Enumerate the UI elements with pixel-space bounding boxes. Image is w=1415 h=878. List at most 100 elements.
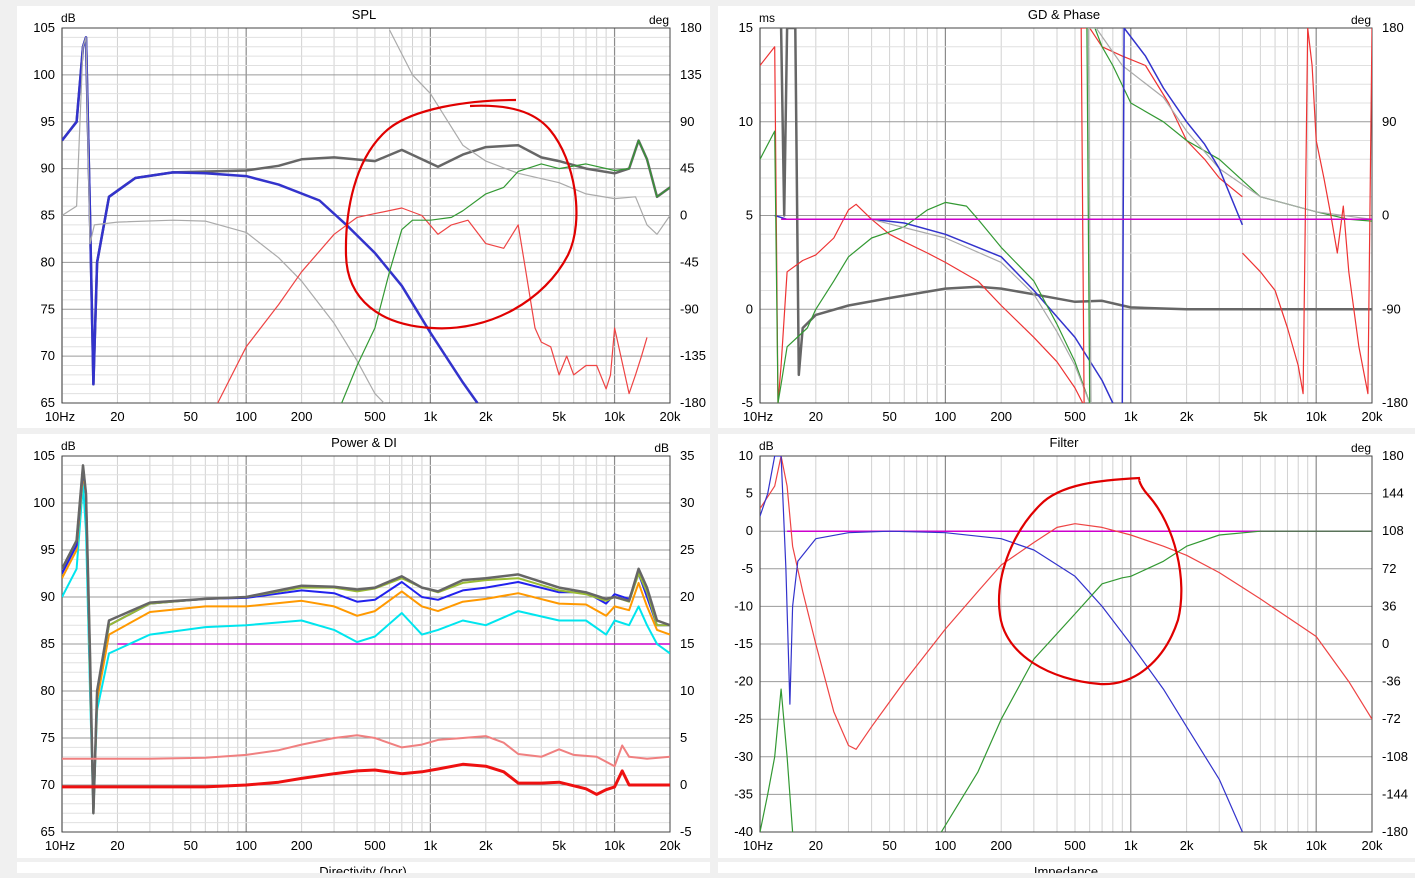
spl-left-tick-label: 65	[41, 395, 55, 410]
power-left-tick-label: 80	[41, 683, 55, 698]
power-left-tick-label: 65	[41, 824, 55, 839]
filter-left-tick-label: 5	[746, 486, 753, 501]
gd-x-tick-label: 200	[990, 409, 1012, 424]
power-right-tick-label: 15	[680, 636, 694, 651]
power-left-tick-label: 85	[41, 636, 55, 651]
filter-right-tick-label: 72	[1382, 561, 1396, 576]
gd-chart-title: GD & Phase	[1028, 7, 1100, 22]
spl-right-tick-label: 135	[680, 67, 702, 82]
gd-x-tick-label: 10Hz	[743, 409, 773, 424]
gd-series-line-7	[1087, 28, 1372, 403]
power-x-tick-label: 2k	[479, 838, 493, 853]
power-left-tick-label: 95	[41, 542, 55, 557]
spl-left-tick-label: 85	[41, 208, 55, 223]
power-x-tick-label: 10Hz	[45, 838, 75, 853]
power-left-tick-label: 90	[41, 589, 55, 604]
gd-left-tick-label: -5	[741, 395, 753, 410]
power-x-tick-label: 50	[184, 838, 198, 853]
spl-series-line-4	[217, 207, 648, 403]
spl-right-tick-label: -135	[680, 348, 706, 363]
filter-left-tick-label: -30	[734, 749, 753, 764]
filter-x-tick-label: 200	[990, 838, 1012, 853]
spl-x-tick-label: 10Hz	[45, 409, 75, 424]
filter-left-tick-label: 0	[746, 523, 753, 538]
filter-right-tick-label: -108	[1382, 749, 1408, 764]
spl-left-tick-label: 90	[41, 161, 55, 176]
spl-x-tick-label: 200	[291, 409, 313, 424]
spl-panel	[17, 6, 710, 428]
filter-right-tick-label: 0	[1382, 636, 1389, 651]
filter-series-line-4	[940, 530, 1372, 832]
plot-frame	[759, 455, 1373, 833]
gd-phase-panel	[718, 6, 1415, 428]
gd-series-line-3	[760, 130, 1091, 403]
spl-left-tick-label: 75	[41, 301, 55, 316]
filter-right-tick-label: -144	[1382, 786, 1408, 801]
power-left-tick-label: 75	[41, 730, 55, 745]
gd-left-unit: ms	[759, 11, 775, 25]
filter-right-tick-label: 180	[1382, 448, 1404, 463]
gd-right-tick-label: 0	[1382, 208, 1389, 223]
gd-series-line-0	[779, 28, 1372, 377]
gd-right-tick-label: -90	[1382, 301, 1401, 316]
gd-right-unit: deg	[1351, 13, 1371, 27]
impedance-title: Impedance	[1034, 864, 1098, 873]
power-right-tick-label: 0	[680, 777, 687, 792]
power-x-tick-label: 20k	[660, 838, 681, 853]
filter-series-line-1	[760, 456, 1372, 750]
gd-series-group	[760, 28, 1372, 403]
filter-x-tick-label: 20	[809, 838, 823, 853]
spl-right-tick-label: -90	[680, 301, 699, 316]
filter-chart-title: Filter	[1050, 435, 1080, 450]
filter-x-tick-label: 20k	[1362, 838, 1383, 853]
power-right-tick-label: 25	[680, 542, 694, 557]
gd-right-tick-label: 90	[1382, 114, 1396, 129]
gd-series-line-5	[1080, 28, 1243, 403]
gd-x-tick-label: 1k	[1124, 409, 1138, 424]
filter-left-tick-label: -5	[741, 561, 753, 576]
filter-x-tick-label: 500	[1064, 838, 1086, 853]
power-right-tick-label: 5	[680, 730, 687, 745]
filter-x-tick-label: 50	[882, 838, 896, 853]
spl-left-tick-label: 105	[33, 20, 55, 35]
spl-right-tick-label: -45	[680, 254, 699, 269]
power-series-line-7	[62, 762, 670, 796]
power-right-tick-label: 10	[680, 683, 694, 698]
filter-right-tick-label: -36	[1382, 674, 1401, 689]
filter-left-tick-label: -10	[734, 598, 753, 613]
spl-left-unit: dB	[61, 11, 76, 25]
power-left-unit: dB	[61, 439, 76, 453]
filter-left-unit: dB	[759, 439, 774, 453]
power-series-line-6	[62, 734, 670, 768]
impedance-panel	[718, 862, 1415, 873]
gd-right-tick-label: -180	[1382, 395, 1408, 410]
gd-x-tick-label: 20k	[1362, 409, 1383, 424]
gd-left-tick-label: 15	[739, 20, 753, 35]
gd-series-line-4	[871, 218, 1091, 403]
spl-left-tick-label: 100	[33, 67, 55, 82]
filter-left-tick-label: -15	[734, 636, 753, 651]
filter-right-tick-label: 144	[1382, 486, 1404, 501]
spl-left-tick-label: 70	[41, 348, 55, 363]
filter-series-group	[760, 456, 1372, 832]
gd-x-tick-label: 100	[935, 409, 957, 424]
gd-x-tick-label: 50	[882, 409, 896, 424]
spl-right-tick-label: 45	[680, 161, 694, 176]
spl-left-tick-label: 80	[41, 254, 55, 269]
directivity-title: Directivity (hor)	[319, 864, 406, 873]
filter-x-tick-label: 5k	[1254, 838, 1268, 853]
power-x-tick-label: 20	[110, 838, 124, 853]
power-right-tick-label: -5	[680, 824, 692, 839]
spl-series-line-3	[388, 29, 670, 235]
gd-series-line-9	[1241, 28, 1372, 395]
power-x-tick-label: 500	[364, 838, 386, 853]
spl-right-tick-label: 180	[680, 20, 702, 35]
filter-series-line-3	[760, 688, 794, 832]
filter-x-tick-label: 10k	[1306, 838, 1327, 853]
filter-left-tick-label: -35	[734, 786, 753, 801]
filter-right-tick-label: 108	[1382, 523, 1404, 538]
filter-x-tick-label: 2k	[1180, 838, 1194, 853]
power-right-unit: dB	[654, 441, 669, 455]
directivity-panel	[17, 862, 710, 873]
